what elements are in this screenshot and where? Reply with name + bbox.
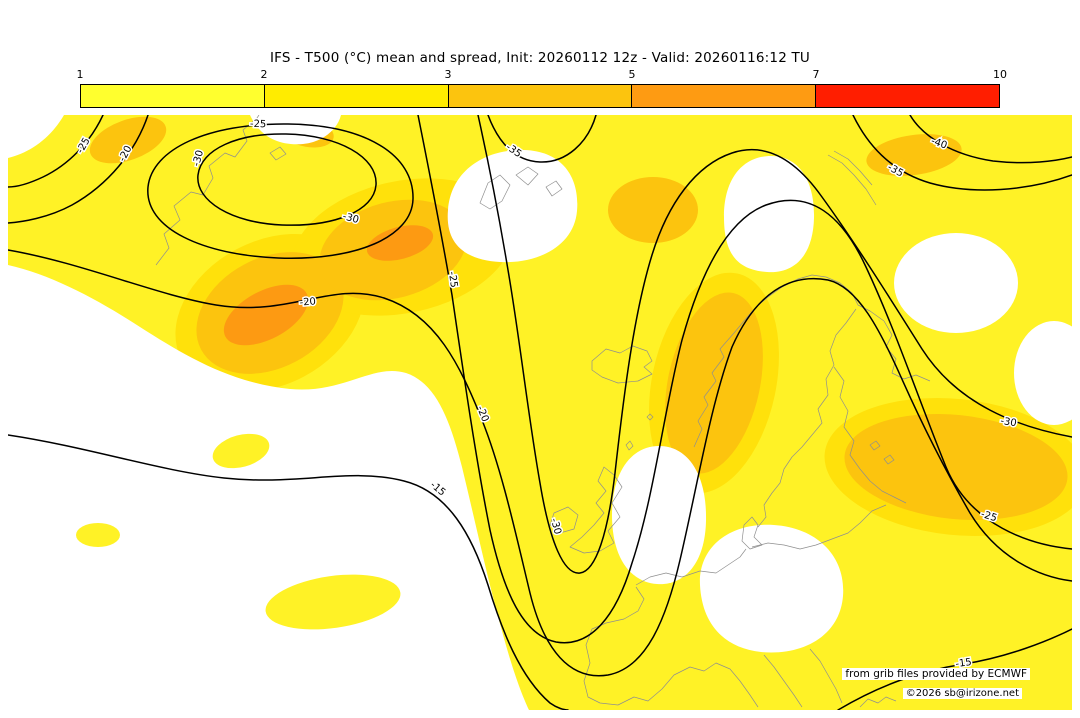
spread-orange-barents xyxy=(608,177,698,243)
spread-white-topleft-corner xyxy=(8,115,64,158)
coastline-south-baltic xyxy=(751,504,887,550)
contour-label: -30 xyxy=(999,416,1017,430)
coastline-svalbard xyxy=(479,174,511,210)
legend-tick: 2 xyxy=(260,68,268,81)
coastline-aegean xyxy=(859,696,897,708)
spread-white-france xyxy=(612,446,707,585)
coastline-italy xyxy=(763,654,803,708)
coastline-faroe xyxy=(646,413,654,421)
map-svg: -25 -20 -30 -30 -25 -35 -30 -30 -25 -25 … xyxy=(8,115,1072,710)
contour-label: -20 xyxy=(299,296,316,308)
coastline-shetland xyxy=(625,440,634,451)
spread-orange-topleft xyxy=(89,116,167,164)
coastline-iceland xyxy=(591,345,653,384)
coastline-lake xyxy=(869,440,881,451)
coastline-novaya-zemlya xyxy=(833,150,873,186)
spread-white-svalbard xyxy=(447,149,578,263)
spread-orange-topright xyxy=(866,134,962,176)
contour-path-neg30-loop xyxy=(197,133,377,226)
spread-orange-norway xyxy=(665,292,763,474)
contour-path-neg25-loop xyxy=(147,123,414,259)
spread-white-right-center xyxy=(894,233,1018,333)
contour-path-neg15-southeast xyxy=(837,628,1072,710)
legend-segment xyxy=(632,85,817,107)
coastline-ireland xyxy=(549,506,579,534)
coastline-denmark xyxy=(741,516,763,550)
coastline-britain xyxy=(569,466,623,554)
spread-core-topcenter xyxy=(366,225,434,261)
contour-path-neg35-notch xyxy=(487,115,597,163)
contour-layer xyxy=(8,115,1072,710)
contour-path-neg40-northeast xyxy=(909,115,1072,164)
legend-segment xyxy=(448,85,633,107)
coastline-sweden-baltic xyxy=(757,308,857,528)
map-area: -25 -20 -30 -30 -25 -35 -30 -30 -25 -25 … xyxy=(8,115,1072,710)
credit-copyright: ©2026 sb@irizone.net xyxy=(902,688,1022,699)
contour-path-neg15-west xyxy=(8,434,569,710)
spread-orange-east-europe xyxy=(844,413,1068,521)
coastline-islet xyxy=(269,146,287,161)
spread-white-right-edge xyxy=(1014,321,1072,425)
contour-label: -25 xyxy=(446,271,459,289)
coastline-balkans xyxy=(809,648,843,704)
legend-segment xyxy=(81,85,265,107)
contour-label: -25 xyxy=(250,119,267,131)
coastline-greenland xyxy=(155,115,260,266)
spread-fill-layer xyxy=(8,115,1072,710)
spread-yellow-island-west xyxy=(76,523,120,547)
legend-segment xyxy=(816,85,999,107)
credit-provider: from grib files provided by ECMWF xyxy=(842,668,1030,680)
coastline-finland xyxy=(833,366,907,504)
coastline-svalbard xyxy=(515,166,539,186)
contour-path-neg25-corner xyxy=(8,115,104,188)
contour-label: -15 xyxy=(955,657,973,670)
spread-yellow-island-sw xyxy=(265,574,401,630)
map-title: IFS - T500 (°C) mean and spread, Init: 2… xyxy=(269,50,811,66)
spread-white-northeast xyxy=(724,156,815,273)
legend-tick: 3 xyxy=(444,68,452,81)
contour-path-neg25-trough xyxy=(417,115,1072,644)
contour-path-neg20-corner xyxy=(8,115,149,224)
legend-tick: 5 xyxy=(628,68,636,81)
spread-core-greenland xyxy=(223,284,309,346)
legend-tick: 10 xyxy=(993,68,1007,81)
coastline-iberia-med xyxy=(583,586,759,708)
coastline-lake xyxy=(883,454,895,465)
legend-tick: 1 xyxy=(76,68,84,81)
legend-tick: 7 xyxy=(812,68,820,81)
contour-path-neg30-trough xyxy=(477,115,1072,574)
coastline-novaya-zemlya xyxy=(827,154,877,206)
coastline-north-sea xyxy=(635,548,747,586)
legend-segment xyxy=(264,85,449,107)
spread-legend: 1 2 3 5 7 10 xyxy=(76,68,1008,110)
spread-white-italy xyxy=(699,524,844,653)
coastline-svalbard xyxy=(545,180,563,197)
legend-colorbar xyxy=(80,84,1000,108)
contour-path-neg20-trough xyxy=(8,249,1072,677)
contour-path-neg35-northeast xyxy=(852,115,1072,191)
legend-ticks: 1 2 3 5 7 10 xyxy=(76,68,1008,84)
spread-yellow-island-mid xyxy=(212,433,270,469)
